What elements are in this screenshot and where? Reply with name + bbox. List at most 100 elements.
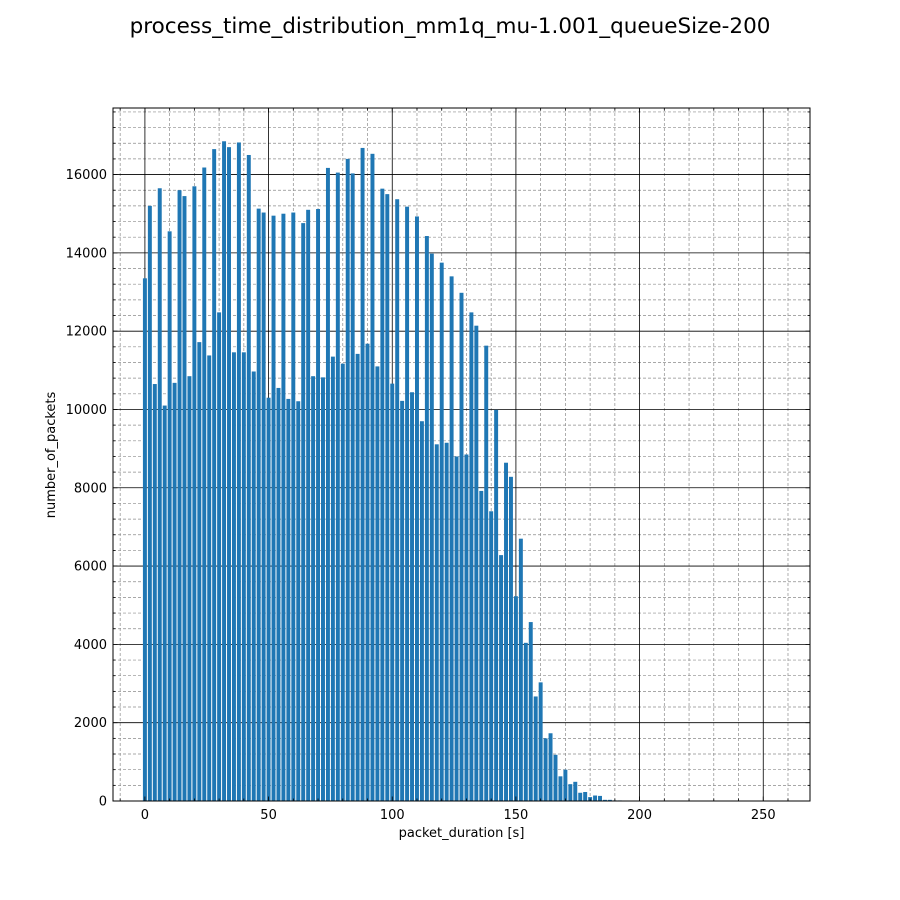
x-tick-label: 0 xyxy=(141,808,149,823)
bar xyxy=(449,276,454,801)
bar xyxy=(484,345,489,801)
bar xyxy=(489,511,494,801)
bar xyxy=(390,383,395,801)
bar xyxy=(266,397,271,801)
bar xyxy=(400,400,405,801)
bar xyxy=(607,799,612,801)
bar xyxy=(167,231,172,801)
x-tick-label: 50 xyxy=(260,808,277,823)
bar xyxy=(543,738,548,801)
ticks: 0 50 100 150 200 250 0 2000 4000 6000 8000 10000 120… xyxy=(66,108,810,823)
bar xyxy=(568,784,573,801)
bar xyxy=(355,353,360,801)
bar xyxy=(385,194,390,801)
bar xyxy=(202,167,207,802)
bar xyxy=(162,405,167,801)
bar xyxy=(523,642,528,801)
bar xyxy=(370,153,375,801)
y-axis-label: number_of_packets xyxy=(44,391,59,518)
bar xyxy=(316,209,321,802)
bar xyxy=(246,154,251,802)
bar xyxy=(227,147,231,802)
chart-title: process_time_distribution_mm1q_mu-1.001_… xyxy=(129,14,771,39)
bar xyxy=(494,409,499,801)
y-tick-label: 10000 xyxy=(66,403,107,418)
bar xyxy=(182,196,187,802)
bar xyxy=(271,215,276,801)
bar xyxy=(345,158,350,801)
bar xyxy=(454,456,459,801)
x-tick-label: 150 xyxy=(504,808,529,823)
bar xyxy=(276,387,281,801)
bar xyxy=(419,421,424,801)
y-tick-label: 0 xyxy=(99,795,107,810)
bar xyxy=(380,188,385,801)
bar xyxy=(306,209,311,801)
bar xyxy=(504,462,508,801)
bar xyxy=(593,795,598,801)
bar xyxy=(301,223,306,802)
bar xyxy=(217,312,222,801)
bar xyxy=(142,278,147,801)
bar xyxy=(197,342,202,801)
bar xyxy=(513,596,518,801)
bar xyxy=(291,212,296,801)
y-tick-label: 14000 xyxy=(66,246,107,261)
x-tick-label: 250 xyxy=(751,808,776,823)
bar xyxy=(207,355,212,801)
bar xyxy=(583,791,588,801)
bar xyxy=(325,167,330,802)
bar xyxy=(395,199,400,802)
y-tick-label: 16000 xyxy=(66,168,107,183)
bar xyxy=(256,208,261,801)
x-tick-label: 100 xyxy=(380,808,405,823)
plot-frame xyxy=(112,107,811,802)
bar xyxy=(147,205,152,802)
y-tick-label: 2000 xyxy=(74,716,107,731)
bar xyxy=(212,149,217,801)
bar xyxy=(464,454,469,801)
bar xyxy=(429,253,434,801)
x-tick-label: 200 xyxy=(627,808,652,823)
bar xyxy=(459,292,464,801)
bar xyxy=(434,444,439,801)
bar xyxy=(152,384,157,801)
bar xyxy=(538,682,543,801)
bar xyxy=(330,356,335,801)
bar xyxy=(415,216,419,802)
bar xyxy=(157,188,162,802)
bar xyxy=(410,392,415,801)
bar xyxy=(424,236,429,801)
y-tick-label: 12000 xyxy=(66,325,107,340)
bar xyxy=(261,212,266,801)
bar xyxy=(479,490,484,801)
bar xyxy=(222,141,227,801)
bar xyxy=(231,352,236,801)
bar xyxy=(365,343,370,801)
bar xyxy=(187,376,192,801)
bar xyxy=(533,696,538,801)
bar xyxy=(553,754,558,801)
bar xyxy=(563,769,568,801)
bar xyxy=(321,377,325,801)
bar xyxy=(177,190,182,801)
bar xyxy=(439,262,444,801)
bar xyxy=(241,352,246,801)
y-tick-label: 4000 xyxy=(74,638,107,653)
bar xyxy=(405,206,410,801)
bar xyxy=(474,325,479,801)
bar xyxy=(375,366,380,801)
bar xyxy=(172,382,177,801)
bar xyxy=(528,622,533,801)
bar xyxy=(340,363,345,801)
bar xyxy=(518,538,523,801)
y-tick-label: 6000 xyxy=(74,560,107,575)
bar xyxy=(598,795,602,801)
bar xyxy=(335,172,340,802)
bar xyxy=(296,401,301,801)
bar xyxy=(548,733,553,801)
bar xyxy=(281,213,286,802)
bar xyxy=(360,147,365,801)
bars xyxy=(142,141,781,802)
